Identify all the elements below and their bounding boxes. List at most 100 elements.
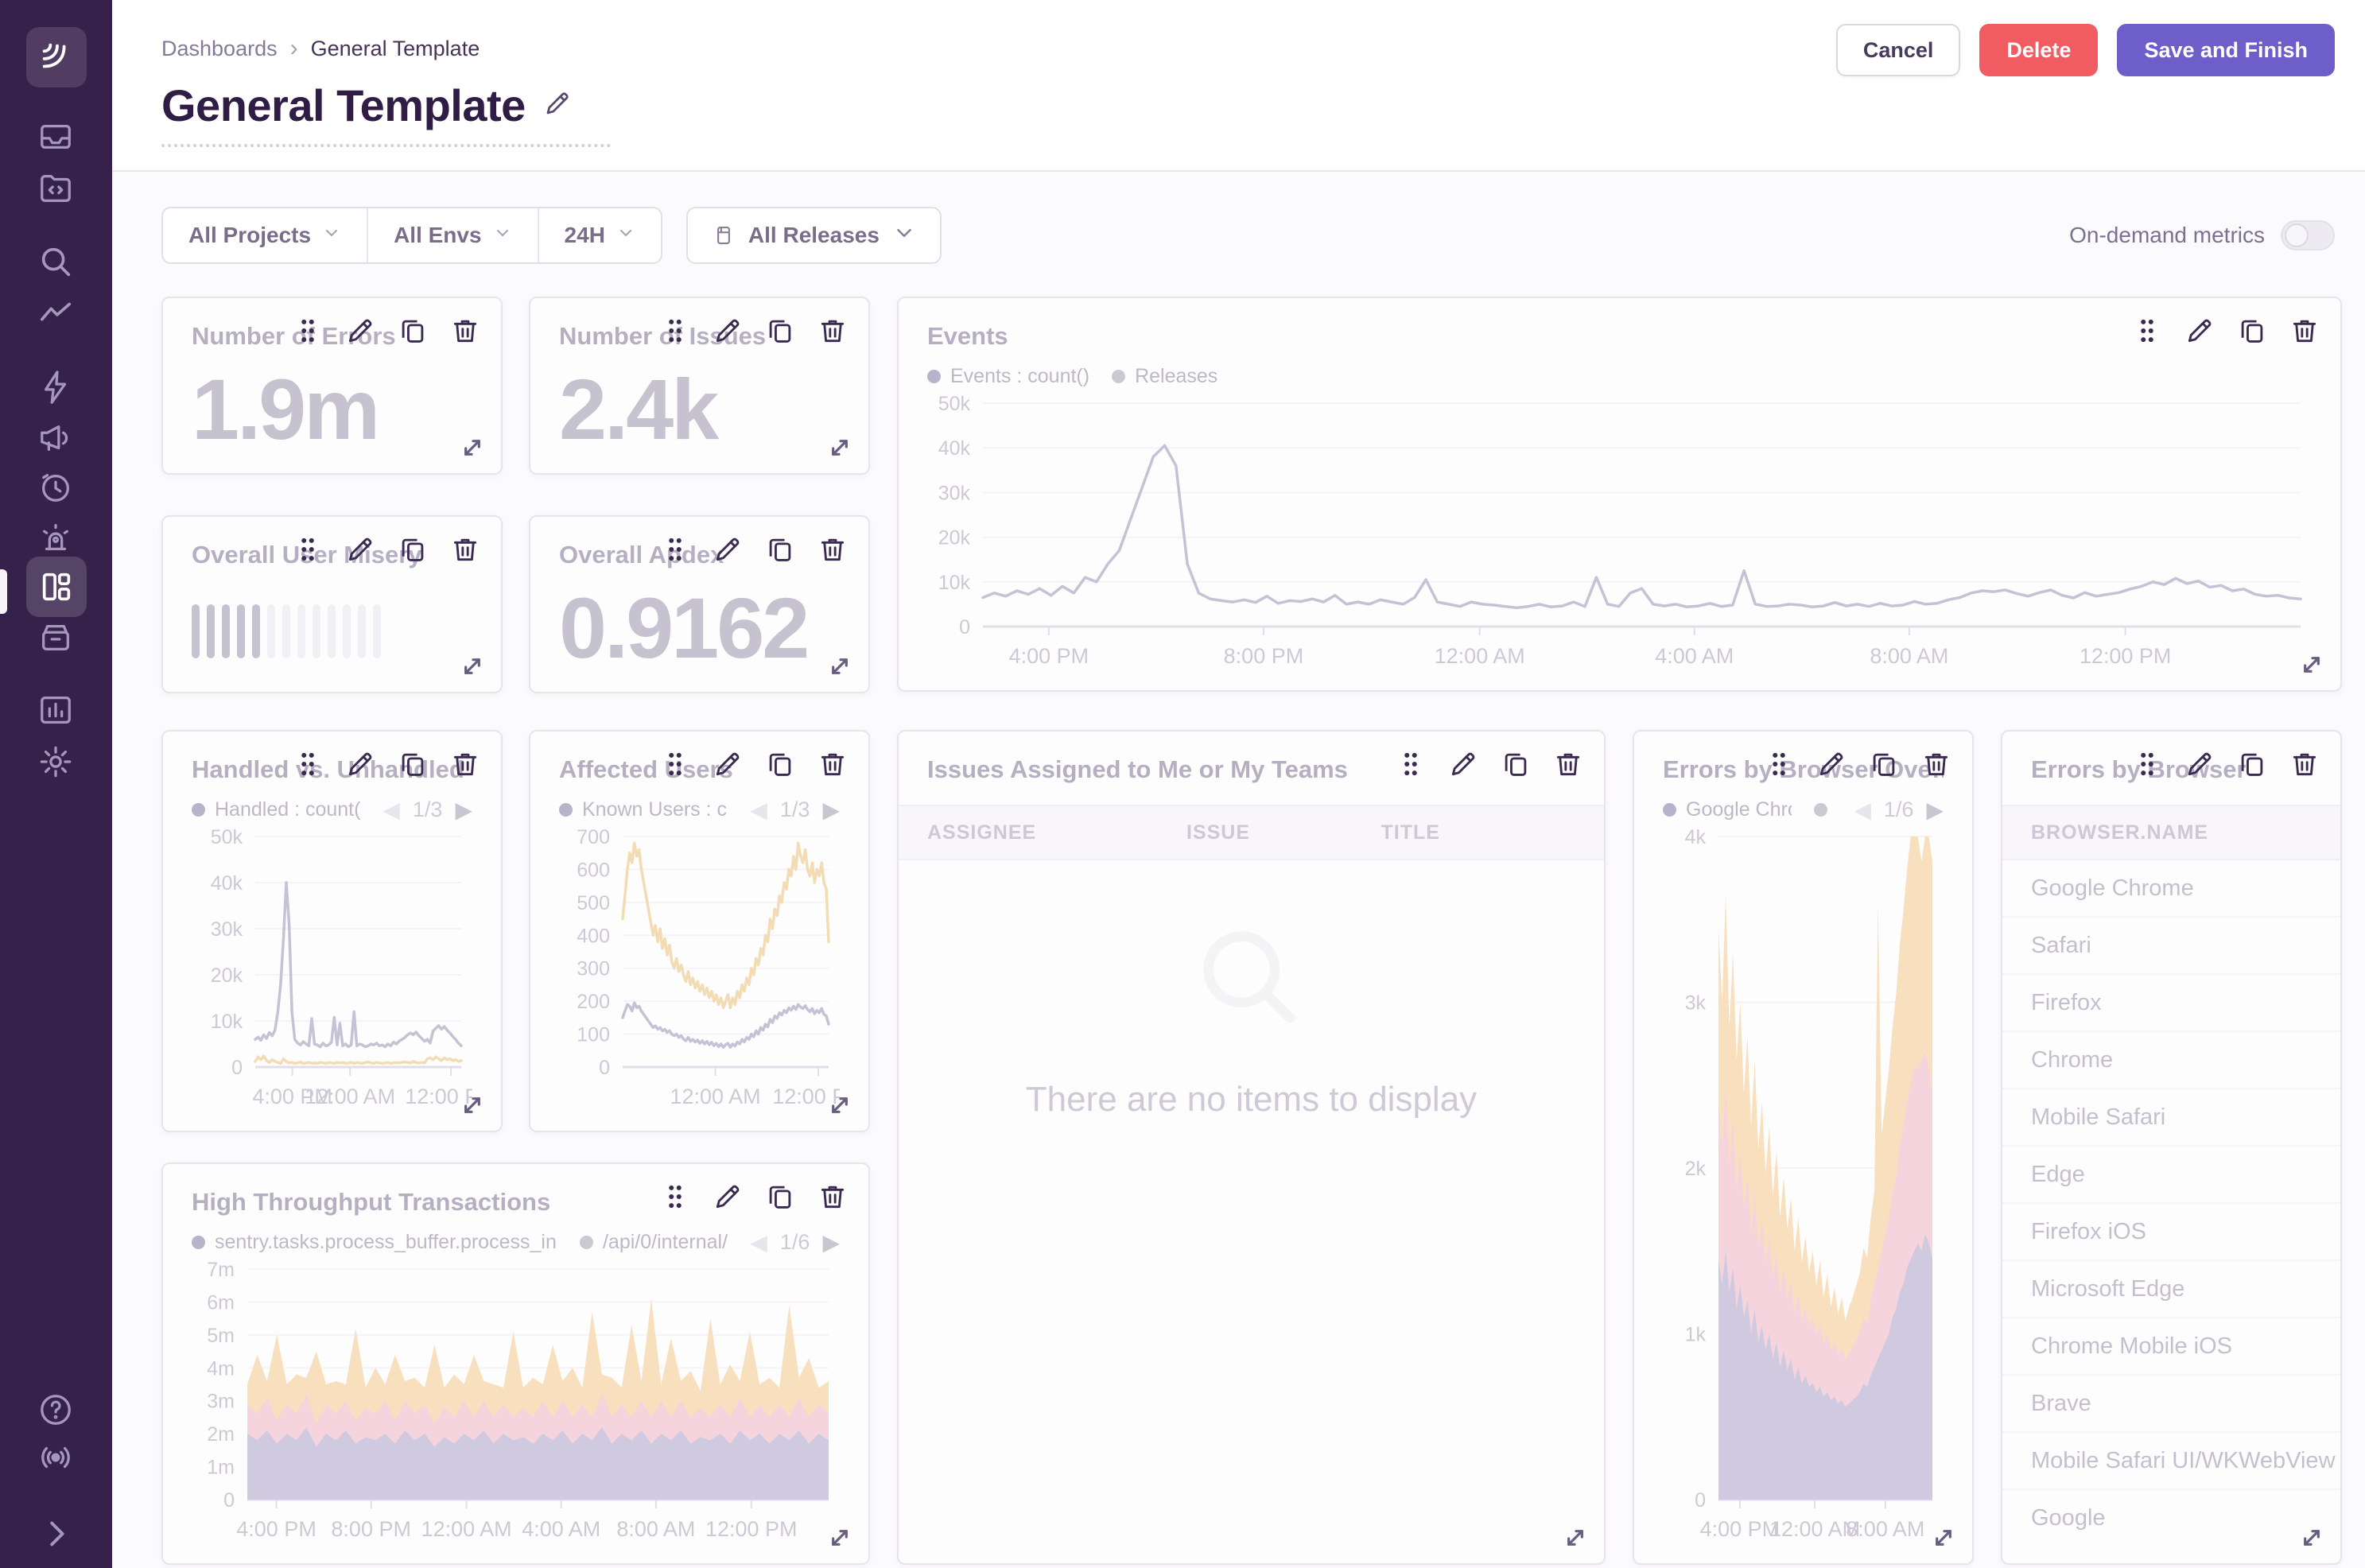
environments-filter[interactable]: All Envs — [367, 208, 537, 262]
sentry-logo[interactable] — [26, 27, 87, 87]
duplicate-widget-button[interactable] — [398, 534, 428, 565]
delete-widget-button[interactable] — [2289, 749, 2320, 779]
resize-handle[interactable] — [824, 1522, 856, 1554]
user-misery-score-bar — [192, 604, 472, 658]
sidebar-item-releases[interactable] — [37, 419, 74, 456]
edit-widget-button[interactable] — [2184, 749, 2215, 779]
resize-handle[interactable] — [1559, 1522, 1591, 1554]
drag-handle-icon[interactable] — [2132, 749, 2162, 779]
widget-overall-apdex: Overall Apdex 0.9162 — [529, 515, 870, 693]
widget-pager: ◀ 1/6 ▶ — [1854, 797, 1944, 823]
resize-handle[interactable] — [2296, 1522, 2328, 1554]
svg-text:12:00 AM: 12:00 AM — [1769, 1517, 1860, 1541]
duplicate-widget-button[interactable] — [2237, 749, 2267, 779]
sidebar-item-settings[interactable] — [37, 743, 74, 780]
resize-handle[interactable] — [824, 1089, 856, 1121]
legend-dot — [1112, 369, 1126, 383]
resize-handle[interactable] — [456, 432, 488, 464]
sidebar-item-projects[interactable] — [37, 170, 74, 207]
broadcast-icon[interactable] — [37, 1439, 74, 1476]
sidebar-item-quickstart[interactable] — [37, 369, 74, 406]
duplicate-widget-button[interactable] — [765, 1182, 795, 1212]
edit-widget-button[interactable] — [2184, 316, 2215, 346]
pager-next-icon[interactable]: ▶ — [1926, 797, 1944, 822]
delete-widget-button[interactable] — [2289, 316, 2320, 346]
edit-widget-button[interactable] — [345, 749, 375, 779]
delete-widget-button[interactable] — [1553, 749, 1583, 779]
drag-handle-icon[interactable] — [293, 534, 323, 565]
projects-filter[interactable]: All Projects — [163, 208, 367, 262]
sidebar-item-search[interactable] — [37, 243, 74, 280]
cancel-button[interactable]: Cancel — [1835, 24, 1961, 76]
help-icon[interactable] — [37, 1391, 74, 1428]
breadcrumb-dashboards-link[interactable]: Dashboards — [161, 36, 278, 60]
sidebar-item-dashboards[interactable] — [26, 557, 87, 617]
edit-widget-button[interactable] — [1448, 749, 1478, 779]
sidebar-collapse-chevron-icon[interactable] — [37, 1516, 74, 1552]
pager-prev-icon[interactable]: ◀ — [750, 797, 767, 822]
drag-handle-icon[interactable] — [660, 534, 690, 565]
resize-handle[interactable] — [824, 650, 856, 682]
pager-next-icon[interactable]: ▶ — [822, 797, 840, 822]
delete-button[interactable]: Delete — [1979, 24, 2099, 76]
delete-widget-button[interactable] — [817, 1182, 848, 1212]
drag-handle-icon[interactable] — [660, 316, 690, 346]
duplicate-widget-button[interactable] — [2237, 316, 2267, 346]
drag-handle-icon[interactable] — [660, 749, 690, 779]
drag-handle-icon[interactable] — [2132, 316, 2162, 346]
widget-high-throughput-transactions: High Throughput Transactions sentry.task… — [161, 1162, 870, 1565]
resize-handle[interactable] — [2296, 649, 2328, 681]
edit-title-icon[interactable] — [543, 89, 572, 122]
duplicate-widget-button[interactable] — [398, 749, 428, 779]
drag-handle-icon[interactable] — [1396, 749, 1426, 779]
resize-handle[interactable] — [824, 432, 856, 464]
drag-handle-icon[interactable] — [293, 316, 323, 346]
delete-widget-button[interactable] — [1921, 749, 1951, 779]
pager-next-icon[interactable]: ▶ — [822, 1229, 840, 1255]
edit-widget-button[interactable] — [713, 749, 743, 779]
legend-item — [1813, 802, 1832, 817]
duplicate-widget-button[interactable] — [765, 316, 795, 346]
resize-handle[interactable] — [456, 650, 488, 682]
sidebar-item-stats[interactable] — [37, 692, 74, 728]
pager-next-icon[interactable]: ▶ — [455, 797, 472, 822]
widget-title: Handled vs. Unhandled — [192, 755, 464, 783]
drag-handle-icon[interactable] — [1764, 749, 1794, 779]
drag-handle-icon[interactable] — [660, 1182, 690, 1212]
resize-handle[interactable] — [456, 1089, 488, 1121]
sidebar-item-issues[interactable] — [37, 118, 74, 155]
sidebar-item-performance[interactable] — [37, 295, 74, 332]
edit-widget-button[interactable] — [713, 1182, 743, 1212]
table-row: Chrome — [2002, 1032, 2340, 1089]
resize-handle[interactable] — [1928, 1522, 1959, 1554]
delete-widget-button[interactable] — [817, 316, 848, 346]
delete-widget-button[interactable] — [450, 749, 480, 779]
sidebar-item-archive[interactable] — [37, 619, 74, 655]
duplicate-widget-button[interactable] — [765, 749, 795, 779]
duplicate-widget-button[interactable] — [398, 316, 428, 346]
releases-filter[interactable]: All Releases — [685, 207, 942, 264]
duplicate-widget-button[interactable] — [765, 534, 795, 565]
sidebar-item-alerts[interactable] — [37, 518, 74, 555]
save-and-finish-button[interactable]: Save and Finish — [2117, 24, 2335, 76]
edit-widget-button[interactable] — [345, 534, 375, 565]
edit-widget-button[interactable] — [345, 316, 375, 346]
edit-widget-button[interactable] — [713, 534, 743, 565]
date-range-filter[interactable]: 24H — [537, 208, 661, 262]
duplicate-widget-button[interactable] — [1501, 749, 1531, 779]
edit-widget-button[interactable] — [1816, 749, 1847, 779]
delete-widget-button[interactable] — [450, 316, 480, 346]
duplicate-widget-button[interactable] — [1869, 749, 1899, 779]
delete-widget-button[interactable] — [450, 534, 480, 565]
pager-prev-icon[interactable]: ◀ — [1854, 797, 1871, 822]
pager-prev-icon[interactable]: ◀ — [750, 1229, 767, 1255]
pager-prev-icon[interactable]: ◀ — [383, 797, 400, 822]
svg-text:5m: 5m — [207, 1325, 235, 1347]
delete-widget-button[interactable] — [817, 534, 848, 565]
edit-widget-button[interactable] — [713, 316, 743, 346]
delete-widget-button[interactable] — [817, 749, 848, 779]
drag-handle-icon[interactable] — [293, 749, 323, 779]
sidebar-item-replays[interactable] — [37, 469, 74, 506]
widget-title: Issues Assigned to Me or My Teams — [927, 755, 1348, 783]
on-demand-metrics-toggle[interactable] — [2281, 220, 2335, 250]
